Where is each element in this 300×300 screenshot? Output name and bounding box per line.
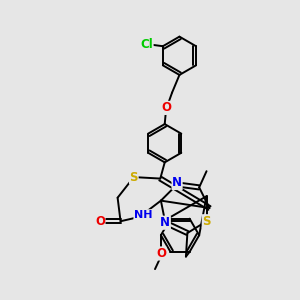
Text: Cl: Cl <box>140 38 153 51</box>
Text: O: O <box>161 101 171 114</box>
Text: N: N <box>160 216 170 229</box>
Text: NH: NH <box>134 210 152 220</box>
Text: N: N <box>172 176 182 190</box>
Text: S: S <box>130 171 138 184</box>
Text: O: O <box>95 215 105 228</box>
Text: S: S <box>202 215 211 228</box>
Text: O: O <box>156 247 166 260</box>
